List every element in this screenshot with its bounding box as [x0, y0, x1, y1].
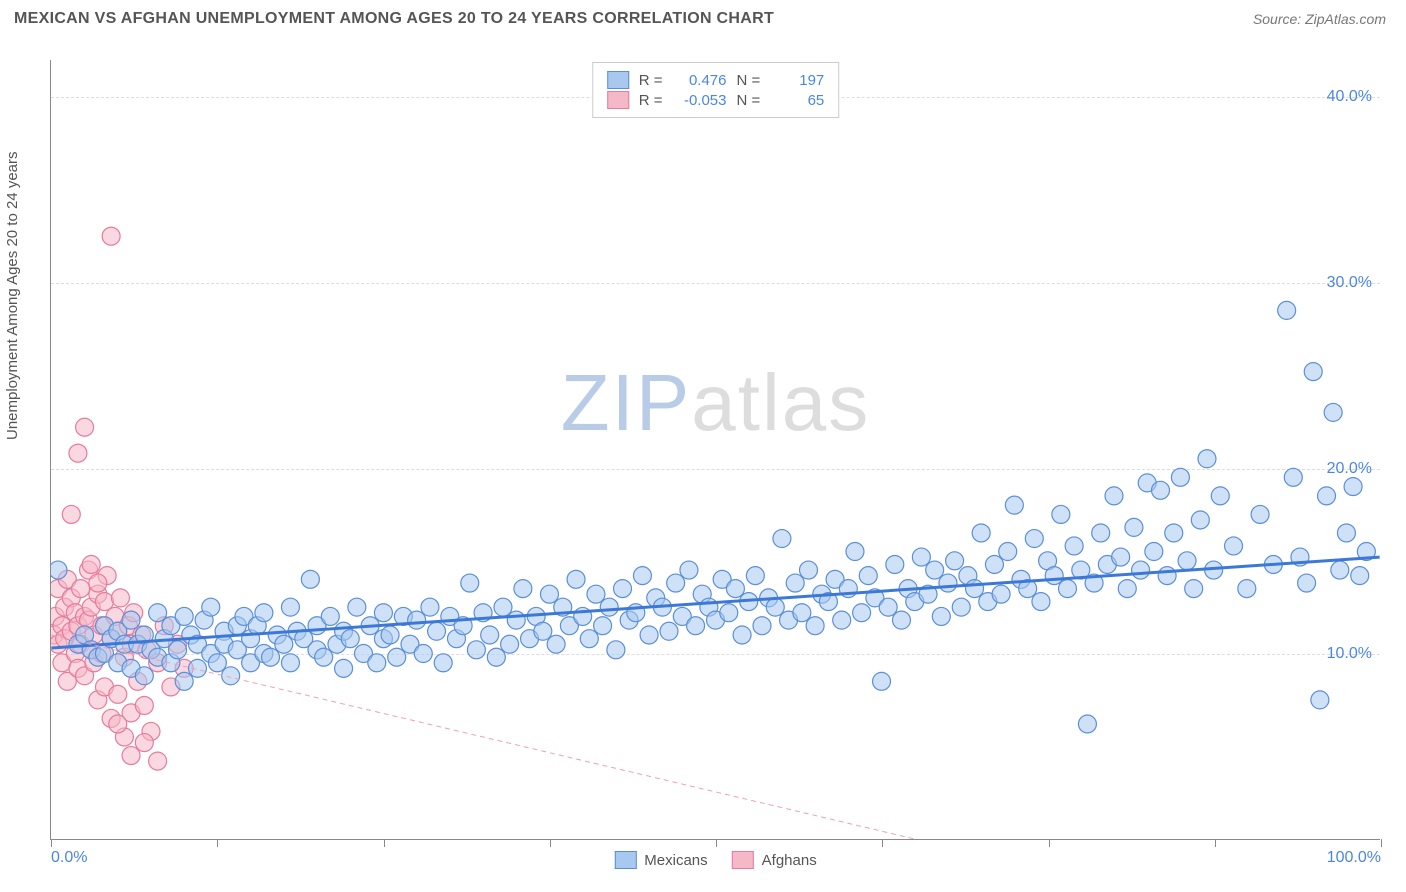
n-value: 65	[770, 92, 824, 109]
x-tick	[217, 839, 218, 847]
chart-title: MEXICAN VS AFGHAN UNEMPLOYMENT AMONG AGE…	[14, 10, 774, 28]
x-tick	[716, 839, 717, 847]
n-label: N =	[737, 92, 761, 109]
trendline	[51, 635, 914, 839]
legend-label: Mexicans	[644, 852, 707, 869]
trendlines-layer	[51, 60, 1380, 839]
stats-row: R = 0.476 N = 197	[607, 71, 825, 89]
legend-item: Mexicans	[614, 851, 707, 869]
x-tick-label: 0.0%	[51, 849, 87, 867]
n-label: N =	[737, 72, 761, 89]
header: MEXICAN VS AFGHAN UNEMPLOYMENT AMONG AGE…	[0, 0, 1406, 34]
x-tick	[1049, 839, 1050, 847]
x-tick	[550, 839, 551, 847]
plot-area: R = 0.476 N = 197 R = -0.053 N = 65 ZIPa…	[50, 60, 1380, 840]
stats-row: R = -0.053 N = 65	[607, 91, 825, 109]
legend-item: Afghans	[732, 851, 817, 869]
chart-container: Unemployment Among Ages 20 to 24 years R…	[14, 40, 1394, 880]
x-tick	[51, 839, 52, 847]
swatch-icon	[732, 851, 754, 869]
r-label: R =	[639, 72, 663, 89]
stats-legend: R = 0.476 N = 197 R = -0.053 N = 65	[592, 62, 840, 118]
series-legend: Mexicans Afghans	[614, 851, 816, 869]
r-value: -0.053	[673, 92, 727, 109]
x-tick	[882, 839, 883, 847]
legend-label: Afghans	[762, 852, 817, 869]
x-tick	[1381, 839, 1382, 847]
source-attribution: Source: ZipAtlas.com	[1253, 11, 1386, 27]
r-value: 0.476	[673, 72, 727, 89]
x-tick-label: 100.0%	[1327, 849, 1381, 867]
trendline	[51, 557, 1379, 648]
r-label: R =	[639, 92, 663, 109]
swatch-icon	[607, 71, 629, 89]
x-tick	[1215, 839, 1216, 847]
y-axis-label: Unemployment Among Ages 20 to 24 years	[4, 151, 21, 440]
swatch-icon	[614, 851, 636, 869]
n-value: 197	[770, 72, 824, 89]
swatch-icon	[607, 91, 629, 109]
x-tick	[384, 839, 385, 847]
